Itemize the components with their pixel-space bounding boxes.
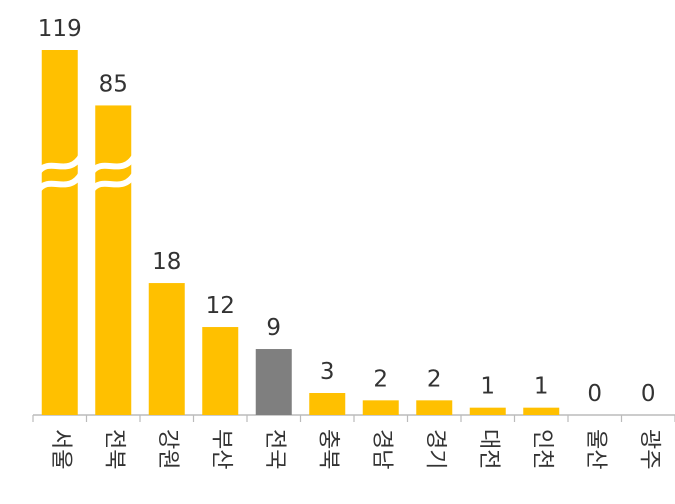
x-tick-label: 서울 [48,429,73,469]
bar [148,283,185,415]
bar [202,327,239,415]
value-label: 3 [320,359,335,385]
x-tick-label: 대전 [476,429,501,469]
x-tick-label: 충북 [315,429,340,469]
axis-break [35,171,85,193]
x-tick-label: 인천 [529,429,554,469]
axis-break [35,153,85,175]
value-label: 9 [266,315,281,341]
bar [362,400,399,415]
bar [523,407,560,415]
bar [41,50,78,415]
bar [95,105,132,415]
bar [416,400,453,415]
x-tick-label: 부산 [208,429,233,469]
value-label: 2 [373,366,388,392]
x-tick-label: 울산 [583,429,608,469]
x-tick-label: 경기 [422,429,447,469]
value-label: 119 [38,16,82,42]
value-label: 18 [152,249,181,275]
value-label: 2 [427,366,442,392]
value-label: 1 [534,374,549,400]
x-tick-label: 강원 [155,429,180,469]
axis-break [88,153,138,175]
x-tick-label: 전국 [262,429,287,469]
bar [309,393,346,415]
value-label: 0 [641,381,656,407]
value-label: 85 [99,71,128,97]
axis-break [88,171,138,193]
value-label: 0 [587,381,602,407]
value-label: 12 [206,293,235,319]
bar [469,407,506,415]
x-tick-label: 광주 [636,429,661,469]
x-tick-label: 전북 [101,429,126,469]
x-tick-label: 경남 [369,429,394,469]
value-label: 1 [480,374,495,400]
bar [255,349,292,415]
